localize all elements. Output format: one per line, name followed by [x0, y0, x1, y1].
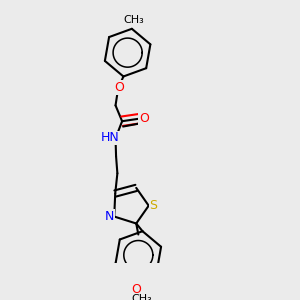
Text: S: S [149, 199, 158, 212]
Text: O: O [139, 112, 149, 125]
Text: O: O [114, 81, 124, 94]
Text: HN: HN [100, 131, 119, 144]
Text: CH₃: CH₃ [123, 15, 144, 26]
Text: O: O [131, 283, 141, 296]
Text: CH₃: CH₃ [131, 294, 152, 300]
Text: N: N [105, 210, 114, 223]
